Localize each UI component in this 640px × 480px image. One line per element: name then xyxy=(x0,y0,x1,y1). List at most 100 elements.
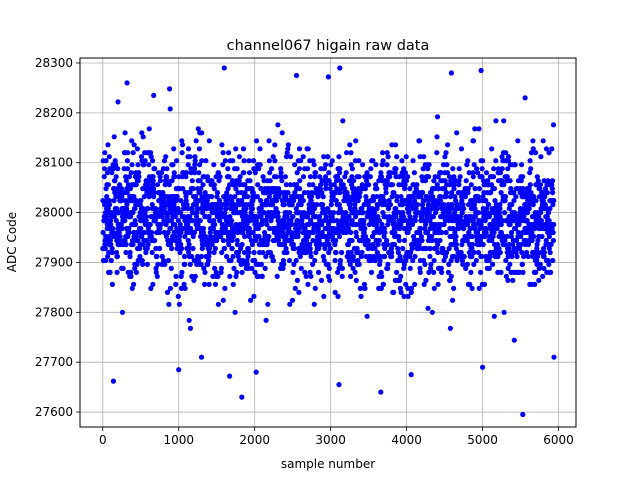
data-point xyxy=(425,305,431,311)
data-point xyxy=(496,245,502,252)
data-point xyxy=(132,218,138,224)
data-point xyxy=(373,194,380,200)
data-point xyxy=(272,142,278,148)
data-point xyxy=(468,269,474,275)
data-point xyxy=(192,170,198,176)
data-point xyxy=(144,190,150,196)
data-point xyxy=(510,241,516,248)
data-point xyxy=(213,269,219,275)
data-point xyxy=(343,229,349,236)
data-point xyxy=(329,214,335,220)
data-point xyxy=(320,202,326,208)
data-point xyxy=(501,182,507,188)
data-point xyxy=(378,285,384,291)
data-point xyxy=(293,221,299,228)
data-point xyxy=(359,206,365,212)
data-point xyxy=(189,178,195,184)
data-point xyxy=(234,241,241,248)
data-point xyxy=(226,241,232,248)
data-point xyxy=(474,166,480,172)
data-point xyxy=(514,214,520,220)
data-point xyxy=(148,150,154,156)
data-point xyxy=(305,233,311,240)
data-point xyxy=(246,170,253,176)
outlier-point xyxy=(520,411,526,418)
data-point xyxy=(275,122,281,128)
data-point xyxy=(237,174,243,180)
data-point xyxy=(236,202,243,208)
data-point xyxy=(306,202,312,208)
data-point xyxy=(232,309,238,315)
data-point xyxy=(130,210,136,216)
data-point xyxy=(289,221,295,228)
data-point xyxy=(389,182,396,188)
data-point xyxy=(417,269,423,275)
data-point xyxy=(412,253,418,260)
data-point xyxy=(360,210,366,216)
data-point xyxy=(131,194,137,200)
data-point xyxy=(153,206,159,212)
data-point xyxy=(303,237,310,244)
data-point xyxy=(317,218,323,224)
data-point xyxy=(412,281,418,287)
data-point xyxy=(273,206,279,212)
data-point xyxy=(358,293,364,299)
data-point xyxy=(111,198,117,204)
data-point xyxy=(382,214,389,220)
data-point xyxy=(491,186,497,192)
data-point xyxy=(415,202,421,208)
data-point xyxy=(511,337,517,343)
data-point xyxy=(269,253,275,260)
data-point xyxy=(446,261,452,267)
data-point xyxy=(187,154,193,160)
data-point xyxy=(405,293,411,299)
data-point xyxy=(502,194,509,200)
data-point xyxy=(511,210,518,216)
data-point xyxy=(364,170,370,176)
data-point xyxy=(472,126,478,132)
data-point xyxy=(478,253,484,260)
data-point xyxy=(428,265,434,271)
data-point xyxy=(340,182,346,188)
data-point xyxy=(524,210,531,216)
data-point xyxy=(156,229,163,236)
data-point xyxy=(476,285,482,291)
data-point xyxy=(199,245,205,252)
data-point xyxy=(444,170,451,176)
data-point xyxy=(180,186,186,192)
data-point xyxy=(316,214,322,220)
data-point xyxy=(461,206,467,212)
data-point xyxy=(352,202,358,208)
data-point xyxy=(292,162,298,168)
data-point xyxy=(229,237,235,244)
data-point xyxy=(278,221,284,228)
data-point xyxy=(391,190,397,196)
data-point xyxy=(543,146,550,152)
data-point xyxy=(102,150,108,156)
data-point xyxy=(363,233,369,240)
data-point xyxy=(349,182,355,188)
data-point xyxy=(402,170,408,176)
data-point xyxy=(245,245,252,252)
data-point xyxy=(224,190,230,196)
data-point xyxy=(105,142,111,148)
data-point xyxy=(207,245,213,252)
data-point xyxy=(405,221,411,228)
data-point xyxy=(481,178,487,184)
data-point xyxy=(143,214,149,220)
data-point xyxy=(459,257,465,264)
data-point xyxy=(343,210,349,216)
data-point xyxy=(133,233,139,240)
data-point xyxy=(344,190,350,196)
data-point xyxy=(187,214,193,220)
data-point xyxy=(252,257,258,264)
data-point xyxy=(458,214,464,220)
data-point xyxy=(209,178,215,184)
data-point xyxy=(347,206,353,212)
data-point xyxy=(417,265,423,271)
data-point xyxy=(181,253,188,260)
data-point xyxy=(181,214,187,220)
data-point xyxy=(228,257,234,264)
data-point xyxy=(231,265,237,271)
data-point xyxy=(327,245,333,252)
